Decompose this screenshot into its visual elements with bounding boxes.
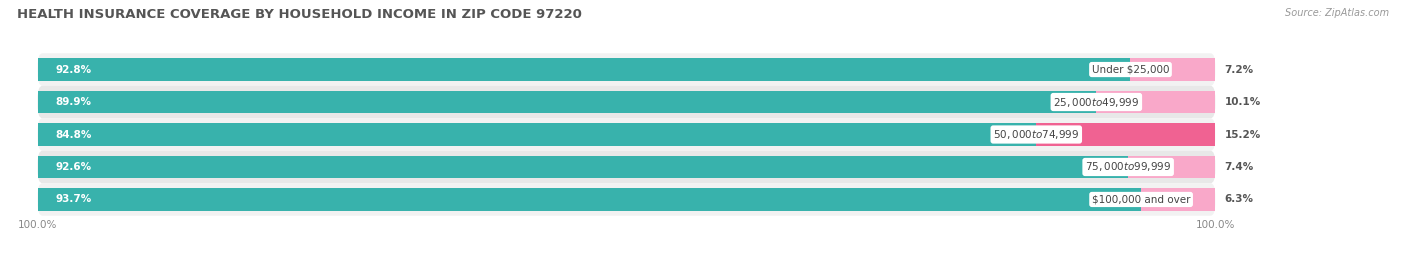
Text: 92.6%: 92.6% [55, 162, 91, 172]
FancyBboxPatch shape [38, 53, 1215, 86]
Text: 6.3%: 6.3% [1225, 194, 1254, 204]
Text: Source: ZipAtlas.com: Source: ZipAtlas.com [1285, 8, 1389, 18]
Bar [1036, 123, 1215, 146]
Text: 100.0%: 100.0% [18, 220, 58, 230]
FancyBboxPatch shape [38, 183, 1215, 216]
Bar [1128, 155, 1215, 178]
FancyBboxPatch shape [38, 118, 1215, 151]
Bar [1097, 91, 1215, 114]
Text: $100,000 and over: $100,000 and over [1092, 194, 1191, 204]
Text: 15.2%: 15.2% [1225, 129, 1261, 140]
Text: 100.0%: 100.0% [1195, 220, 1234, 230]
Text: 10.1%: 10.1% [1225, 97, 1261, 107]
Text: 89.9%: 89.9% [55, 97, 91, 107]
FancyBboxPatch shape [38, 86, 1215, 118]
FancyBboxPatch shape [38, 151, 1215, 183]
Text: $75,000 to $99,999: $75,000 to $99,999 [1085, 161, 1171, 174]
Text: 7.4%: 7.4% [1225, 162, 1254, 172]
Bar [38, 155, 1128, 178]
Text: $25,000 to $49,999: $25,000 to $49,999 [1053, 95, 1139, 108]
Text: 92.8%: 92.8% [55, 65, 91, 75]
Text: 93.7%: 93.7% [55, 194, 91, 204]
Text: 7.2%: 7.2% [1225, 65, 1254, 75]
Text: HEALTH INSURANCE COVERAGE BY HOUSEHOLD INCOME IN ZIP CODE 97220: HEALTH INSURANCE COVERAGE BY HOUSEHOLD I… [17, 8, 582, 21]
Bar [38, 123, 1036, 146]
Bar [38, 58, 1130, 81]
Bar [38, 91, 1097, 114]
Text: 84.8%: 84.8% [55, 129, 91, 140]
Text: $50,000 to $74,999: $50,000 to $74,999 [993, 128, 1080, 141]
Bar [38, 188, 1142, 211]
Text: Under $25,000: Under $25,000 [1091, 65, 1170, 75]
Bar [1130, 58, 1215, 81]
Bar [1142, 188, 1215, 211]
